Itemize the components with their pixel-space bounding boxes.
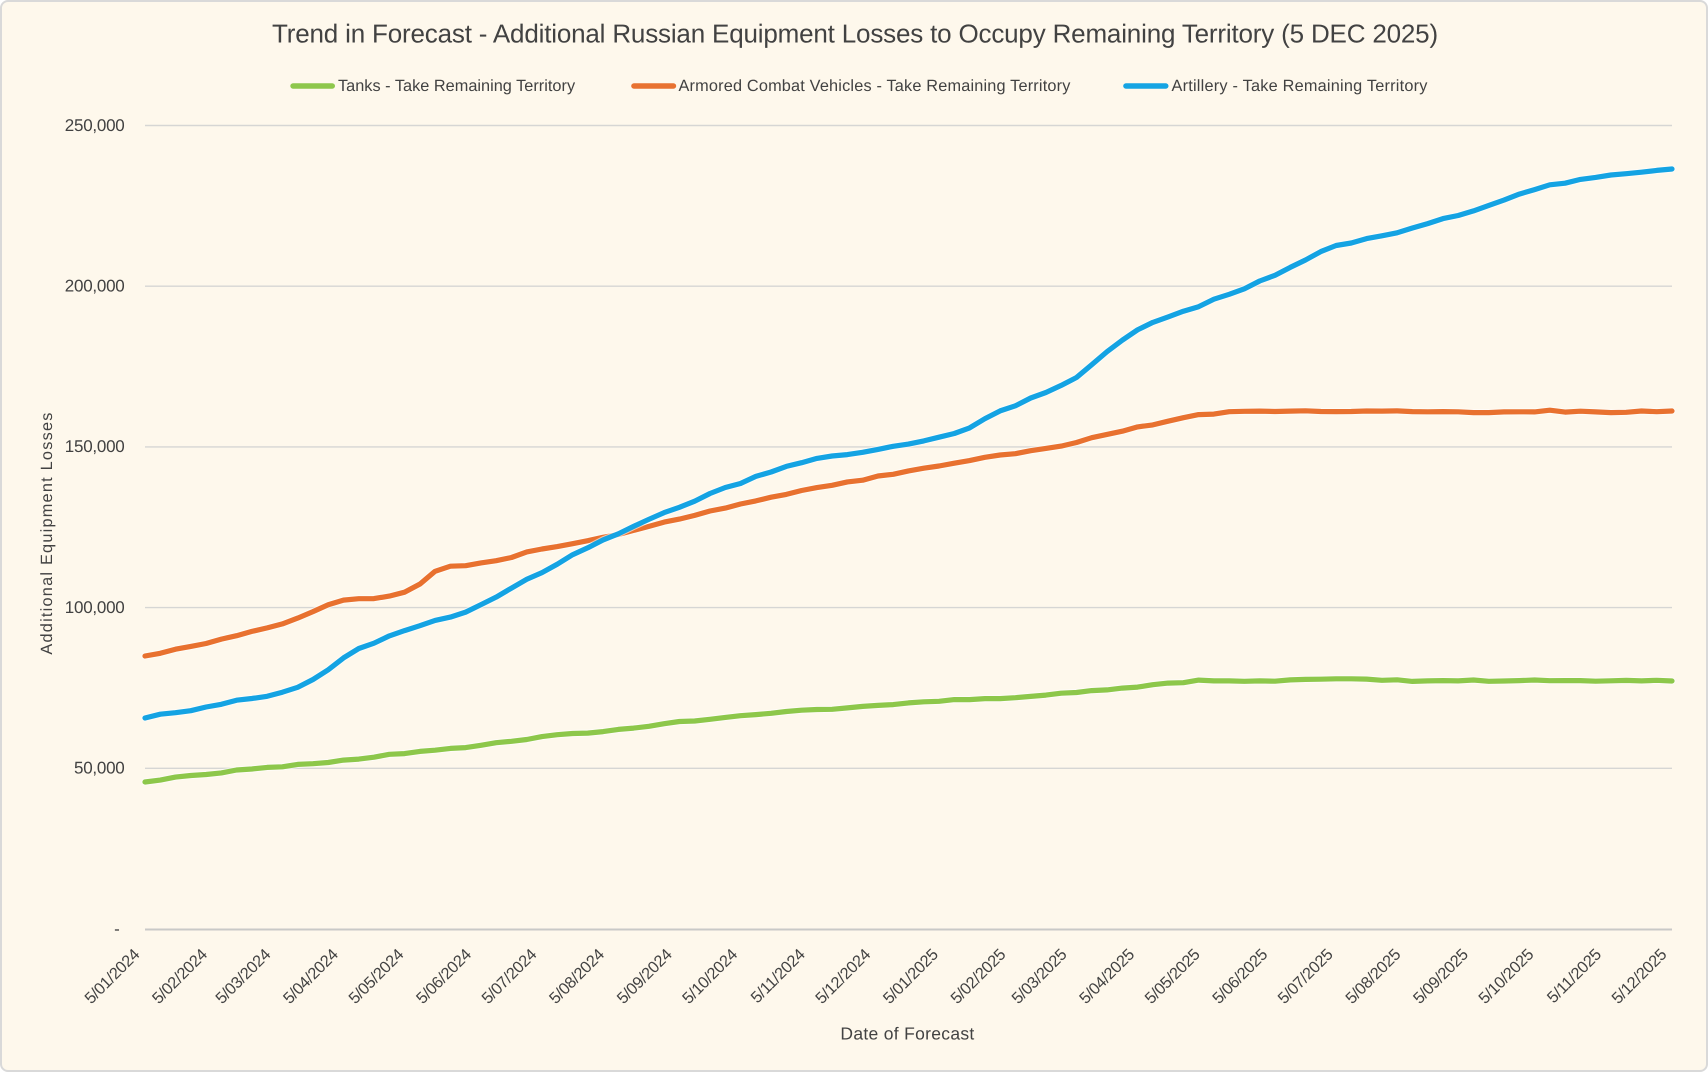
svg-text:250,000: 250,000	[65, 116, 125, 135]
svg-text:Artillery - Take Remaining Ter: Artillery - Take Remaining Territory	[1172, 77, 1429, 95]
svg-text:Armored Combat Vehicles - Take: Armored Combat Vehicles - Take Remaining…	[679, 77, 1072, 95]
svg-text:200,000: 200,000	[65, 277, 125, 296]
svg-text:Date of Forecast: Date of Forecast	[840, 1024, 974, 1044]
svg-text:-: -	[114, 919, 119, 938]
svg-text:100,000: 100,000	[65, 598, 125, 617]
svg-text:Additional Equipment Losses: Additional Equipment Losses	[38, 411, 56, 654]
svg-text:Tanks - Take Remaining Territo: Tanks - Take Remaining Territory	[338, 77, 576, 95]
svg-text:150,000: 150,000	[65, 437, 125, 456]
svg-text:50,000: 50,000	[74, 759, 125, 778]
svg-text:Trend in Forecast - Additional: Trend in Forecast - Additional Russian E…	[272, 19, 1438, 49]
